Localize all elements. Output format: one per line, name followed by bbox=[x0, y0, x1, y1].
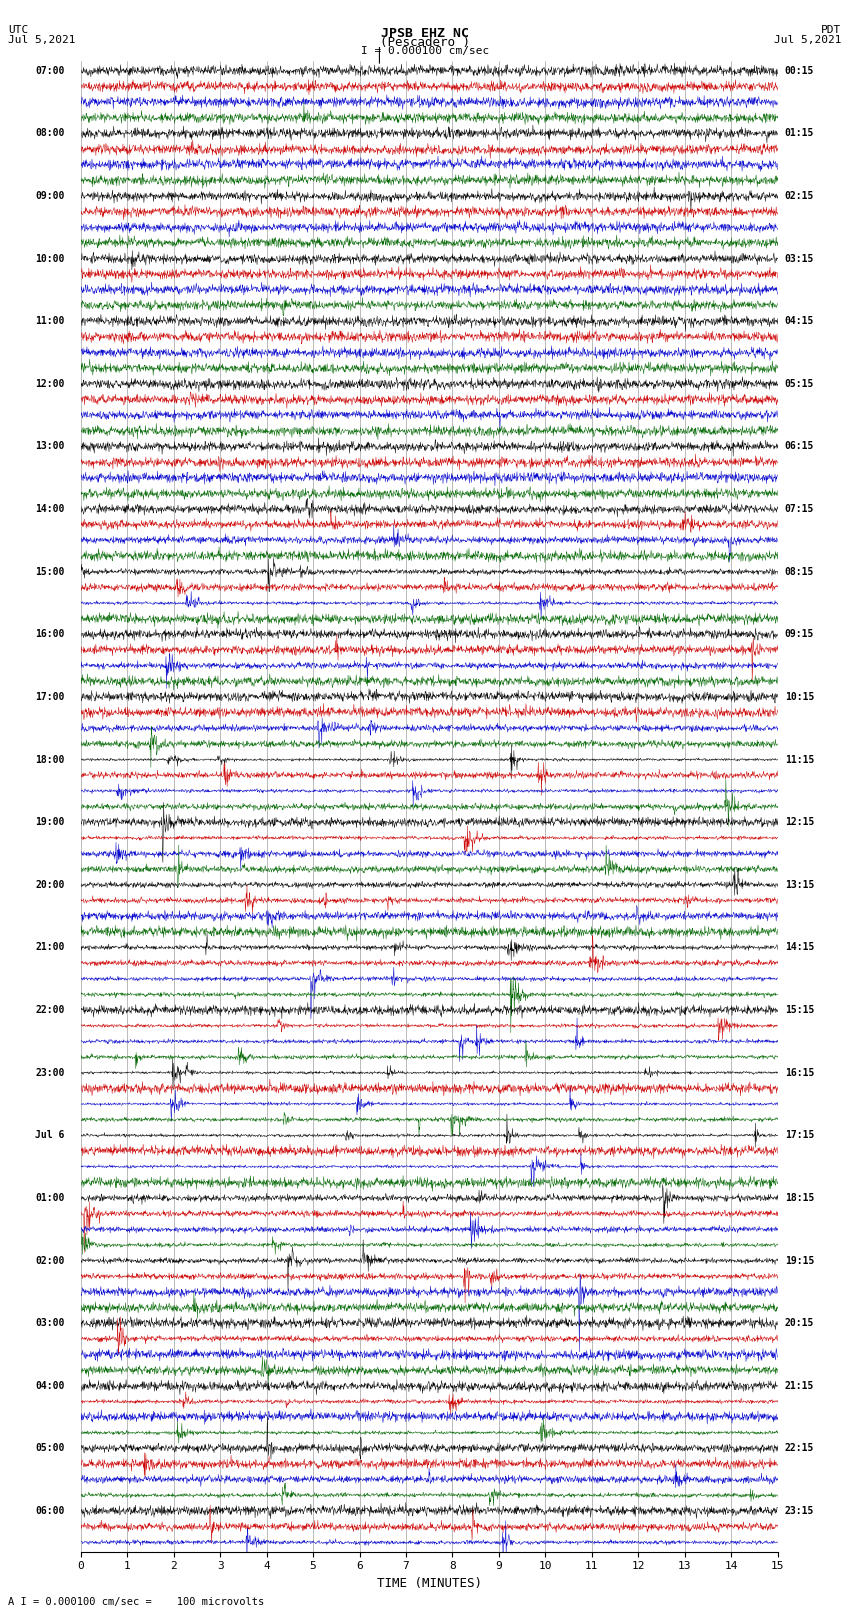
Text: 21:00: 21:00 bbox=[35, 942, 65, 952]
Text: 22:15: 22:15 bbox=[785, 1444, 814, 1453]
Text: 18:00: 18:00 bbox=[35, 755, 65, 765]
Text: 23:00: 23:00 bbox=[35, 1068, 65, 1077]
Text: 04:00: 04:00 bbox=[35, 1381, 65, 1390]
Text: 06:15: 06:15 bbox=[785, 442, 814, 452]
Text: 05:00: 05:00 bbox=[35, 1444, 65, 1453]
Text: 15:15: 15:15 bbox=[785, 1005, 814, 1015]
Text: 14:00: 14:00 bbox=[35, 503, 65, 515]
Text: I = 0.000100 cm/sec: I = 0.000100 cm/sec bbox=[361, 45, 489, 56]
Text: 02:15: 02:15 bbox=[785, 190, 814, 202]
Text: 23:15: 23:15 bbox=[785, 1507, 814, 1516]
Text: 11:00: 11:00 bbox=[35, 316, 65, 326]
Text: 18:15: 18:15 bbox=[785, 1194, 814, 1203]
Text: 10:00: 10:00 bbox=[35, 253, 65, 263]
Text: 01:15: 01:15 bbox=[785, 129, 814, 139]
Text: 13:15: 13:15 bbox=[785, 879, 814, 890]
Text: 13:00: 13:00 bbox=[35, 442, 65, 452]
Text: 08:15: 08:15 bbox=[785, 566, 814, 577]
Text: 14:15: 14:15 bbox=[785, 942, 814, 952]
Text: 19:00: 19:00 bbox=[35, 818, 65, 827]
Text: 09:15: 09:15 bbox=[785, 629, 814, 639]
Text: 17:15: 17:15 bbox=[785, 1131, 814, 1140]
Text: 20:15: 20:15 bbox=[785, 1318, 814, 1327]
Text: 01:00: 01:00 bbox=[35, 1194, 65, 1203]
Text: 12:00: 12:00 bbox=[35, 379, 65, 389]
Text: 21:15: 21:15 bbox=[785, 1381, 814, 1390]
Text: 11:15: 11:15 bbox=[785, 755, 814, 765]
Text: ▏: ▏ bbox=[378, 45, 387, 63]
Text: 03:15: 03:15 bbox=[785, 253, 814, 263]
Text: 07:15: 07:15 bbox=[785, 503, 814, 515]
X-axis label: TIME (MINUTES): TIME (MINUTES) bbox=[377, 1578, 482, 1590]
Text: 02:00: 02:00 bbox=[35, 1255, 65, 1266]
Text: 16:15: 16:15 bbox=[785, 1068, 814, 1077]
Text: PDT: PDT bbox=[821, 24, 842, 35]
Text: Jul 5,2021: Jul 5,2021 bbox=[774, 35, 842, 45]
Text: 10:15: 10:15 bbox=[785, 692, 814, 702]
Text: (Pescadero ): (Pescadero ) bbox=[380, 37, 470, 50]
Text: 19:15: 19:15 bbox=[785, 1255, 814, 1266]
Text: 16:00: 16:00 bbox=[35, 629, 65, 639]
Text: 15:00: 15:00 bbox=[35, 566, 65, 577]
Text: 20:00: 20:00 bbox=[35, 879, 65, 890]
Text: 09:00: 09:00 bbox=[35, 190, 65, 202]
Text: UTC: UTC bbox=[8, 24, 29, 35]
Text: Jul 5,2021: Jul 5,2021 bbox=[8, 35, 76, 45]
Text: 17:00: 17:00 bbox=[35, 692, 65, 702]
Text: A I = 0.000100 cm/sec =    100 microvolts: A I = 0.000100 cm/sec = 100 microvolts bbox=[8, 1597, 264, 1607]
Text: 06:00: 06:00 bbox=[35, 1507, 65, 1516]
Text: 00:15: 00:15 bbox=[785, 66, 814, 76]
Text: 05:15: 05:15 bbox=[785, 379, 814, 389]
Text: 04:15: 04:15 bbox=[785, 316, 814, 326]
Text: JPSB EHZ NC: JPSB EHZ NC bbox=[381, 26, 469, 40]
Text: 03:00: 03:00 bbox=[35, 1318, 65, 1327]
Text: 08:00: 08:00 bbox=[35, 129, 65, 139]
Text: 07:00: 07:00 bbox=[35, 66, 65, 76]
Text: Jul 6: Jul 6 bbox=[35, 1131, 65, 1140]
Text: 12:15: 12:15 bbox=[785, 818, 814, 827]
Text: 22:00: 22:00 bbox=[35, 1005, 65, 1015]
